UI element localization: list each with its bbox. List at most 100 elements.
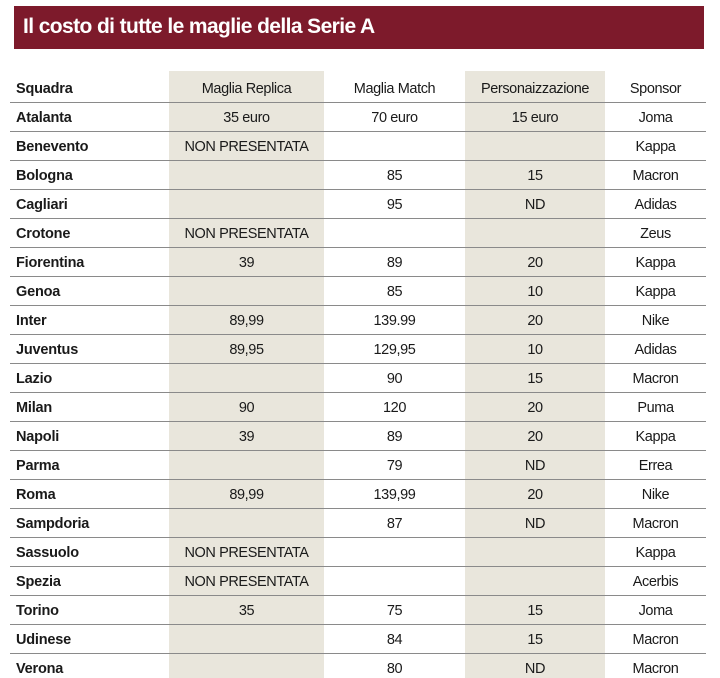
sponsor-cell: Macron (632, 168, 679, 184)
personalization-price-cell: 10 (527, 284, 543, 300)
match-price-cell: 95 (386, 197, 403, 213)
personalization-price-cell (465, 538, 605, 566)
sponsor-cell: Kappa (635, 545, 676, 561)
table-header-row: Squadra Maglia Replica Maglia Match Pers… (10, 74, 706, 103)
replica-price-cell: 39 (238, 255, 255, 271)
personalization-price-cell: 20 (527, 487, 543, 503)
table-row: Sampdoria 87 ND Macron (10, 509, 706, 538)
table-row: Milan 90 120 20 Puma (10, 393, 706, 422)
table-row: Roma 89,99 139,99 20 Nike (10, 480, 706, 509)
replica-column-shading (169, 71, 324, 678)
match-price-cell (324, 219, 465, 247)
personalization-price-cell: 20 (527, 400, 543, 416)
sponsor-cell: Kappa (635, 139, 676, 155)
table-row: Napoli 39 89 20 Kappa (10, 422, 706, 451)
personalization-price-cell: 20 (527, 429, 543, 445)
sponsor-cell: Macron (632, 632, 679, 648)
match-price-cell: 139.99 (373, 313, 416, 329)
team-cell: Juventus (16, 342, 79, 358)
team-cell: Roma (16, 487, 56, 503)
personalization-price-cell (465, 132, 605, 160)
personalization-price-cell: 15 (527, 371, 543, 387)
personalization-price-cell: ND (524, 197, 546, 213)
team-cell: Verona (16, 661, 64, 677)
sponsor-cell: Zeus (640, 226, 671, 242)
sponsor-cell: Kappa (635, 255, 676, 271)
personalization-price-cell: 15 (527, 632, 543, 648)
team-cell: Bologna (16, 168, 73, 184)
match-price-cell (324, 538, 465, 566)
sponsor-cell: Adidas (634, 342, 677, 358)
jersey-cost-table: Squadra Maglia Replica Maglia Match Pers… (10, 71, 706, 678)
match-price-cell: 120 (383, 400, 406, 416)
sponsor-cell: Kappa (635, 284, 676, 300)
table-row: Parma 79 ND Errea (10, 451, 706, 480)
team-cell: Spezia (16, 574, 61, 590)
team-cell: Crotone (16, 226, 71, 242)
personalization-price-cell: ND (524, 516, 546, 532)
table-row: Udinese 84 15 Macron (10, 625, 706, 654)
team-cell: Atalanta (16, 110, 72, 126)
sponsor-cell: Errea (638, 458, 673, 474)
personalization-price-cell: 15 (527, 603, 543, 619)
table-row: Torino 35 75 15 Joma (10, 596, 706, 625)
replica-price-cell (169, 654, 324, 678)
sponsor-cell: Adidas (634, 197, 677, 213)
match-price-cell: 70 euro (371, 110, 418, 126)
team-cell: Sampdoria (16, 516, 90, 532)
match-price-cell (324, 132, 465, 160)
replica-price-cell: NON PRESENTATA (184, 574, 309, 590)
personalization-price-cell (465, 567, 605, 595)
header-team: Squadra (16, 81, 73, 97)
personalization-price-cell: 20 (527, 313, 543, 329)
table-row: Juventus 89,95 129,95 10 Adidas (10, 335, 706, 364)
header-personalization: Personaizzazione (480, 81, 590, 97)
table-row: Atalanta 35 euro 70 euro 15 euro Joma (10, 103, 706, 132)
table-row: Verona 80 ND Macron (10, 654, 706, 678)
team-cell: Cagliari (16, 197, 68, 213)
sponsor-cell: Nike (641, 487, 670, 503)
sponsor-cell: Nike (641, 313, 670, 329)
replica-price-cell: 90 (238, 400, 255, 416)
header-replica: Maglia Replica (201, 81, 292, 97)
sponsor-cell: Kappa (635, 429, 676, 445)
personalization-price-cell: 15 (527, 168, 543, 184)
replica-price-cell (169, 509, 324, 537)
personalization-price-cell: 20 (527, 255, 543, 271)
match-price-cell: 139,99 (373, 487, 416, 503)
table-row: Benevento NON PRESENTATA Kappa (10, 132, 706, 161)
team-cell: Sassuolo (16, 545, 79, 561)
match-price-cell: 90 (386, 371, 403, 387)
sponsor-cell: Macron (632, 661, 679, 677)
table-row: Genoa 85 10 Kappa (10, 277, 706, 306)
sponsor-cell: Macron (632, 516, 679, 532)
replica-price-cell (169, 625, 324, 653)
replica-price-cell: 35 euro (223, 110, 270, 126)
replica-price-cell: 39 (238, 429, 255, 445)
replica-price-cell: 89,99 (229, 487, 264, 503)
header-sponsor: Sponsor (629, 81, 682, 97)
match-price-cell (324, 567, 465, 595)
table-row: Inter 89,99 139.99 20 Nike (10, 306, 706, 335)
personalization-price-cell (465, 219, 605, 247)
sponsor-cell: Macron (632, 371, 679, 387)
table-row: Bologna 85 15 Macron (10, 161, 706, 190)
match-price-cell: 79 (386, 458, 403, 474)
match-price-cell: 89 (386, 255, 403, 271)
match-price-cell: 85 (386, 168, 403, 184)
replica-price-cell: 89,95 (229, 342, 264, 358)
replica-price-cell (169, 364, 324, 392)
match-price-cell: 87 (386, 516, 403, 532)
team-cell: Torino (16, 603, 59, 619)
replica-price-cell: NON PRESENTATA (184, 545, 309, 561)
page-title: Il costo di tutte le maglie della Serie … (14, 6, 704, 49)
replica-price-cell: 35 (238, 603, 255, 619)
team-cell: Inter (16, 313, 47, 329)
replica-price-cell: NON PRESENTATA (184, 226, 309, 242)
match-price-cell: 129,95 (373, 342, 416, 358)
match-price-cell: 80 (386, 661, 403, 677)
table-row: Crotone NON PRESENTATA Zeus (10, 219, 706, 248)
table-row: Sassuolo NON PRESENTATA Kappa (10, 538, 706, 567)
team-cell: Milan (16, 400, 53, 416)
personalization-column-shading (465, 71, 605, 678)
